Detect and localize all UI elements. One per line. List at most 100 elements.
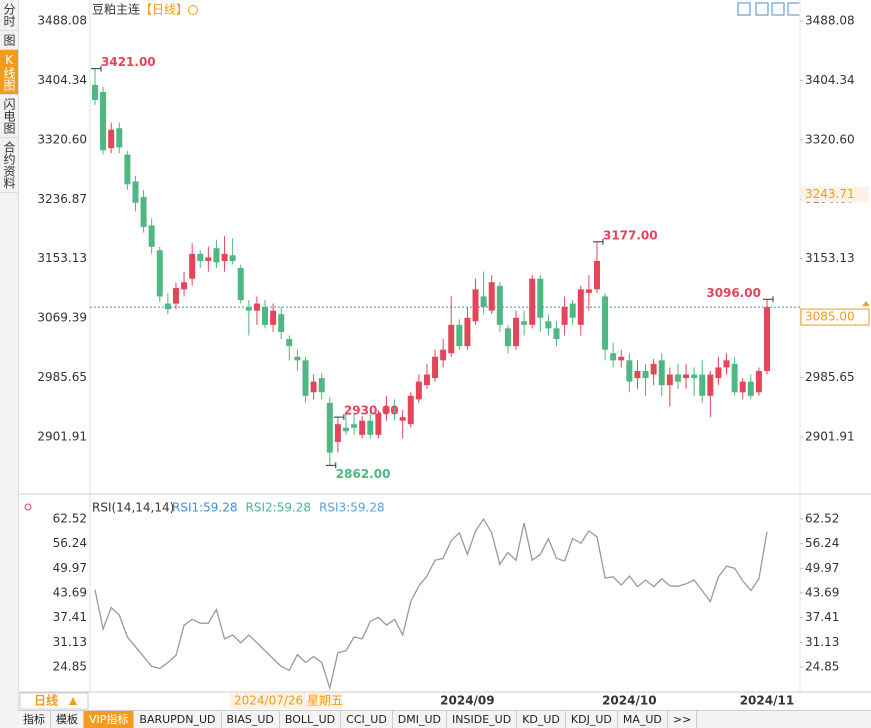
candle-body [537,278,544,318]
indicator-tab[interactable]: BIAS_UD [222,711,280,728]
candle-body [294,356,301,361]
rsi-legend: RSI2:59.28 [246,501,312,515]
indicator-tab[interactable]: DMI_UD [393,711,448,728]
indicator-tab[interactable]: BARUPDN_UD [134,711,222,728]
candle-body [197,253,204,261]
candle-body [731,363,738,393]
candle-body [124,154,131,185]
candle-body [286,339,293,347]
candle-body [132,181,139,203]
candle-body [480,296,487,308]
cursor-date-box [230,693,342,709]
candle-body [496,285,503,325]
y-tick-label-right: 2985.65 [805,370,855,384]
candle-body [383,406,390,414]
candle-body [666,374,673,386]
rsi-tick-label: 43.69 [53,585,87,599]
rsi-tick-label: 24.85 [53,660,87,674]
candle-body [529,278,536,325]
candle-body [407,395,414,425]
candle-body [553,328,560,340]
rsi-tick-label-right: 24.85 [805,660,839,674]
rsi-tick-label: 37.41 [53,610,87,624]
y-tick-label: 3153.13 [37,251,87,265]
candle-body [326,402,333,453]
indicator-tab[interactable]: 指标 [18,711,51,728]
candle-body [715,367,722,379]
candle-body [116,128,123,148]
indicator-tab[interactable]: INSIDE_UD [447,711,518,728]
indicator-tab[interactable]: 模板 [51,711,84,728]
indicator-tab[interactable]: MA_UD [618,711,668,728]
y-tick-label: 3404.34 [37,73,87,87]
candle-body [310,381,317,393]
candle-body [618,356,625,361]
candle-body [683,374,690,379]
indicator-tab[interactable]: VIP指标 [84,711,135,728]
rsi-tick-label-right: 56.24 [805,536,839,550]
candle-body [658,360,665,386]
rsi-legend: RSI3:59.28 [319,501,385,515]
rsi-tick-label-right: 43.69 [805,585,839,599]
candle-body [253,303,260,311]
sidebar-tab[interactable]: K线图 [0,50,18,95]
sidebar-tab[interactable]: 图 [0,31,18,50]
candle-body [172,287,179,304]
y-tick-label-right: 3320.60 [805,132,855,146]
indicator-tab[interactable]: KD_UD [517,711,566,728]
candle-body [278,314,285,332]
candle-body [302,360,309,396]
x-tick-label: 2024/11 [740,694,794,708]
candle-body [764,307,770,371]
candle-body [634,370,641,379]
candle-body [521,321,528,325]
y-tick-label-right: 3153.13 [805,251,855,265]
candle-body [245,307,252,311]
sidebar-tab[interactable]: 闪电图 [0,95,18,138]
candle-body [504,328,511,347]
candle-body [691,374,698,379]
candle-body [440,349,447,361]
candle-body [610,353,617,361]
candle-body [92,84,98,100]
sidebar-tab[interactable]: 合约资料 [0,138,18,193]
x-tick-label: 2024/09 [440,694,494,708]
candle-body [513,317,520,347]
background [18,0,871,728]
toolbar-icons[interactable] [737,2,801,16]
rsi-tick-label: 62.52 [53,511,87,525]
settings-icon[interactable] [24,503,32,511]
candle-body [755,370,762,393]
add-icon[interactable] [188,5,198,15]
cursor-price-box [801,186,869,203]
rsi-title: RSI(14,14,14) [92,501,174,515]
indicator-tab[interactable]: BOLL_UD [280,711,342,728]
candle-body [148,225,155,247]
last-price-marker [862,301,870,307]
rsi-legend: RSI1:59.28 [172,501,238,515]
candle-body [181,282,188,290]
candle-body [189,253,196,279]
y-tick-label: 3488.08 [37,14,87,28]
candle-body [367,420,374,435]
indicator-tab[interactable]: CCI_UD [341,711,393,728]
y-tick-label-right: 3404.34 [805,73,855,87]
sidebar-tab[interactable]: 分时 [0,0,18,31]
period-button-label[interactable]: 日线 [34,693,58,708]
candle-body [140,197,147,227]
candle-body [334,424,341,442]
indicator-tab[interactable]: >> [668,711,698,728]
indicator-tab[interactable]: KDJ_UD [566,711,618,728]
last-price-box [800,308,870,326]
y-tick-label: 3320.60 [37,132,87,146]
period-arrow[interactable] [69,697,77,705]
candle-body [642,370,649,379]
candle-body [359,420,366,435]
candle-body [237,268,244,301]
candle-body [585,289,592,293]
candle-body [156,250,163,297]
y-tick-label: 3069.39 [37,311,87,325]
candle-body [464,317,471,347]
candle-body [602,296,609,350]
